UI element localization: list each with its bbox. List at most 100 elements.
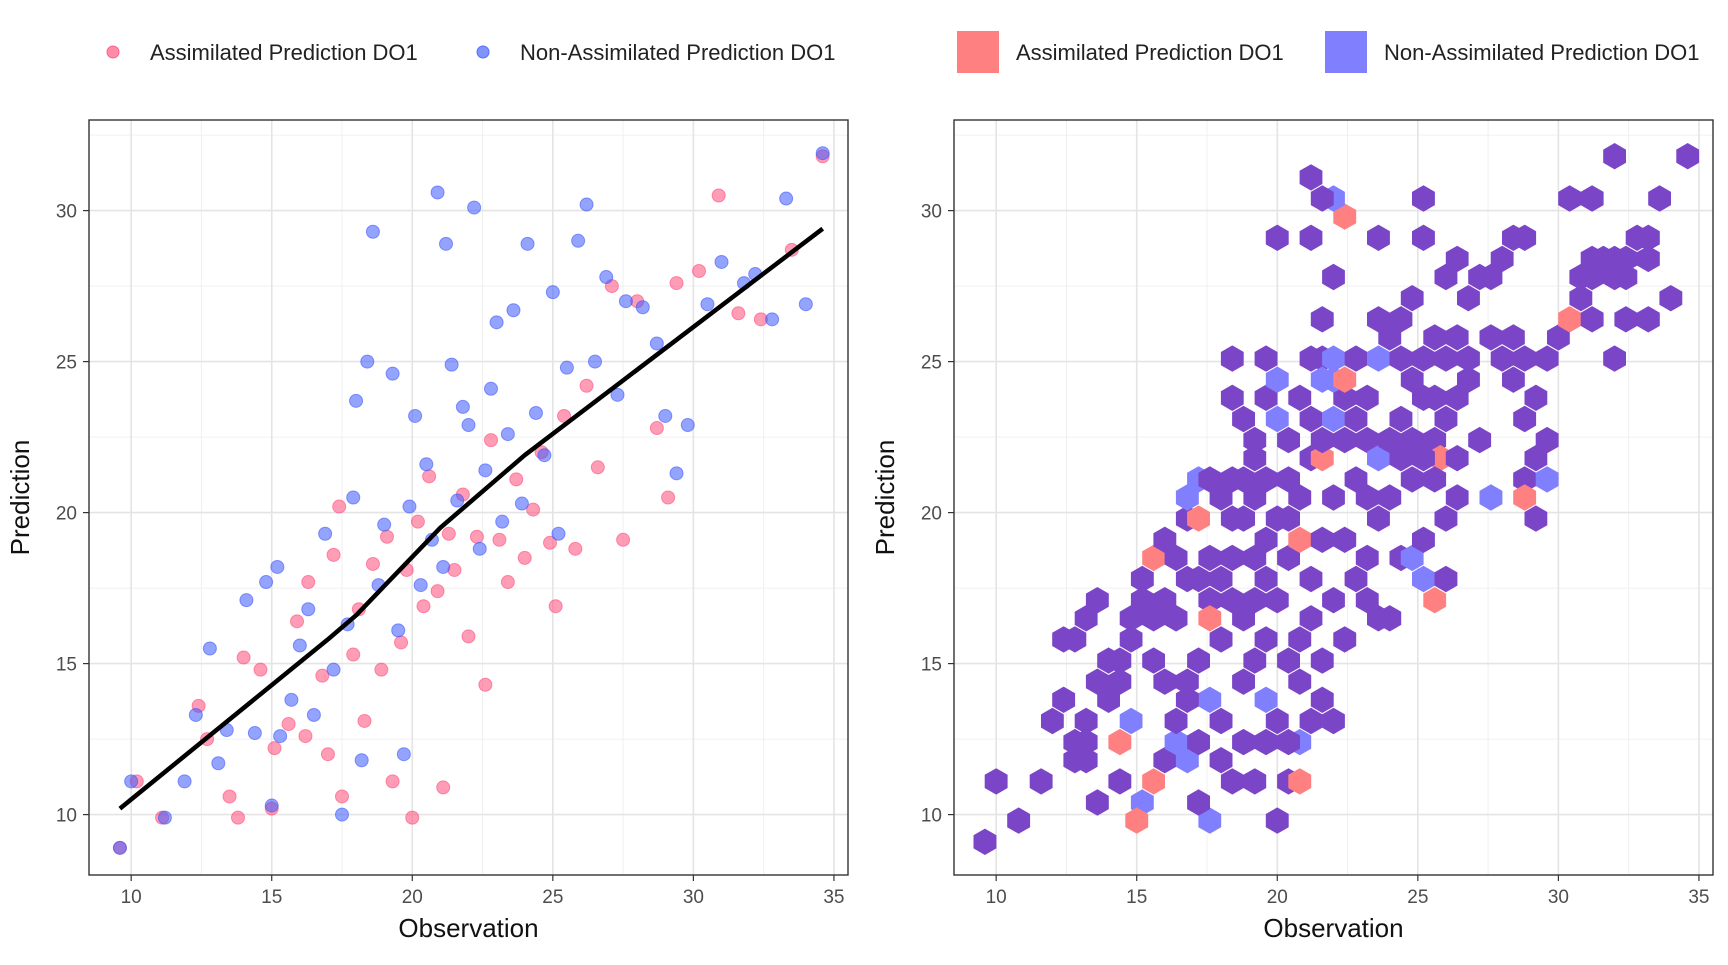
fit-line — [118, 226, 825, 811]
hex-bin-both — [1153, 668, 1177, 695]
hex-bin-both — [1254, 565, 1278, 593]
scatter-point — [349, 393, 364, 408]
x-tick-label: 35 — [823, 887, 844, 908]
hex-bin-both — [1265, 707, 1289, 735]
hex-bin-both — [1580, 263, 1604, 291]
hex-bin-both — [1434, 405, 1458, 433]
hex-bin-assimilated — [1333, 203, 1357, 230]
scatter-point — [413, 578, 428, 593]
scatter-point — [571, 233, 586, 248]
hex-bin-both — [1344, 345, 1368, 372]
scatter-point — [267, 741, 282, 756]
hex-bin-both — [1322, 587, 1345, 614]
hex-bin-both — [1400, 285, 1424, 312]
scatter-point — [559, 360, 574, 375]
scatter-point — [385, 366, 400, 381]
hex-bin-both — [1614, 263, 1638, 291]
scatter-point — [360, 354, 375, 369]
scatter-point — [478, 677, 493, 692]
hex-bin-both — [1299, 224, 1323, 251]
hex-bin-both — [1412, 345, 1435, 372]
scatter-point — [335, 789, 349, 804]
scatter-point — [436, 559, 451, 574]
scatter-point — [211, 756, 226, 771]
hex-bin-both — [1074, 605, 1098, 632]
hex-bin-non-assimilated — [1265, 405, 1289, 433]
hex-bin-both — [1490, 245, 1514, 273]
hex-bin-both — [1310, 185, 1334, 212]
hex-bin-both — [1299, 565, 1323, 593]
scatter-point — [635, 300, 650, 315]
hex-bin-both — [1220, 587, 1244, 614]
x-tick-label: 35 — [1688, 887, 1709, 908]
hex-bin-both — [1175, 668, 1199, 695]
x-tick-label: 15 — [1126, 887, 1147, 908]
hex-bin-both — [1142, 605, 1165, 632]
hex-bin-both — [1265, 807, 1289, 834]
hex-bin-both — [1434, 345, 1458, 372]
hex-bin-both — [1310, 306, 1334, 333]
hex-bin-both — [973, 828, 997, 855]
hex-bin-non-assimilated — [1198, 686, 1222, 713]
hex-bin-both — [1378, 426, 1402, 454]
hex-bin-both — [1535, 426, 1559, 454]
hex-bin-assimilated — [1288, 526, 1312, 553]
hex-bin-both — [1187, 565, 1210, 593]
scatter-point — [177, 774, 192, 789]
hexbin-panel: 10 15 20 25 30 35 10 15 20 25 30 Observation Predict… — [870, 119, 1714, 943]
hex-bin-both — [1187, 728, 1210, 756]
scatter-point — [450, 493, 465, 508]
y-tick-label: 30 — [56, 202, 77, 223]
scatter-point — [273, 729, 288, 744]
hex-bin-both — [1119, 626, 1143, 653]
hex-bins — [973, 143, 1700, 855]
scatter-point — [188, 707, 203, 722]
scatter-point — [509, 472, 524, 487]
scatter-point — [568, 541, 583, 556]
scatter-point — [815, 146, 830, 161]
scatter-point — [332, 499, 347, 514]
scatter-point — [222, 789, 237, 804]
scatter-point — [543, 535, 558, 550]
scatter-point — [495, 514, 510, 529]
hex-bin-non-assimilated — [1265, 366, 1289, 393]
scatter-point — [692, 264, 707, 278]
hex-bin-non-assimilated — [1367, 345, 1390, 372]
hex-bin-both — [1175, 686, 1199, 713]
scatter-point — [599, 270, 614, 285]
hex-bin-assimilated — [1423, 587, 1447, 614]
y-tick-label: 25 — [921, 353, 942, 374]
hex-bin-both — [1445, 445, 1469, 472]
hex-bin-both — [1412, 224, 1435, 251]
plot-border — [88, 119, 849, 876]
hex-bin-both — [1265, 224, 1289, 251]
hex-bin-both — [1389, 445, 1413, 472]
hex-bin-both — [1457, 345, 1480, 372]
hex-bin-assimilated — [1558, 306, 1582, 333]
hex-bin-non-assimilated — [1535, 466, 1559, 493]
scatter-point — [335, 807, 349, 822]
scatter-point — [315, 668, 330, 683]
scatter-point — [649, 336, 664, 351]
hex-bin-both — [1085, 587, 1109, 614]
hex-bin-both — [1614, 245, 1638, 273]
scatter-point — [422, 469, 437, 484]
hex-bin-non-assimilated — [1198, 807, 1222, 834]
scatter-point — [402, 499, 417, 514]
hex-bin-both — [1097, 647, 1120, 674]
hex-bin-non-assimilated — [1164, 728, 1188, 756]
scatter-point — [157, 810, 172, 825]
scatter-point — [545, 285, 560, 300]
scatter-point — [439, 236, 454, 251]
scatter-point — [798, 297, 813, 312]
scatter-point — [124, 774, 139, 789]
scatter-point — [202, 641, 217, 656]
hex-bin-both — [1130, 565, 1154, 593]
hex-bin-both — [1502, 366, 1525, 393]
hex-bin-both — [1355, 587, 1379, 614]
scatter-point — [478, 463, 493, 478]
scatter-point — [301, 575, 316, 590]
hex-bin-both — [1209, 484, 1233, 511]
scatter-point — [416, 599, 431, 614]
hex-bin-assimilated — [1108, 728, 1132, 756]
